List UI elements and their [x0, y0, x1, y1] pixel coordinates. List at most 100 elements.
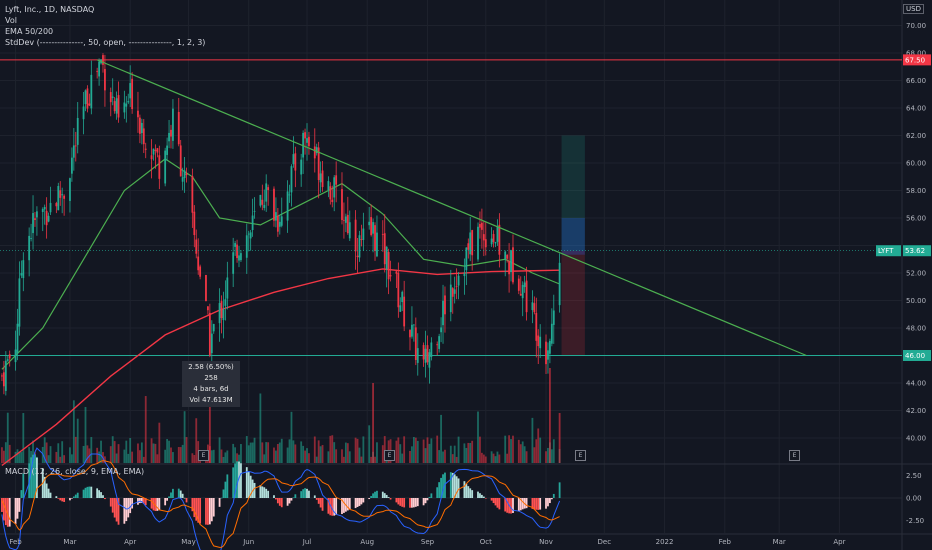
macd-histogram-bar: [399, 498, 402, 506]
candle-body: [548, 340, 551, 354]
candle-body: [207, 306, 209, 311]
earnings-badge[interactable]: E: [384, 450, 395, 461]
volume-bar: [4, 442, 7, 463]
volume-bar: [397, 437, 400, 463]
candle-body: [539, 336, 542, 349]
time-tick-label: Aug: [360, 538, 374, 546]
volume-bar: [142, 456, 145, 463]
volume-bar: [545, 451, 547, 463]
volume-bar: [152, 443, 155, 463]
candle-body: [455, 286, 458, 288]
price-tick-label: 50.00: [906, 297, 926, 305]
candle-body: [360, 239, 363, 241]
candle-body: [2, 372, 5, 387]
candle-body: [558, 262, 561, 306]
volume-bar: [113, 441, 116, 463]
candle-body: [144, 148, 147, 150]
macd-histogram-bar: [290, 498, 293, 501]
earnings-badge[interactable]: E: [575, 450, 586, 461]
macd-histogram-bar: [100, 492, 102, 498]
macd-histogram-bar: [14, 498, 17, 524]
macd-histogram-bar: [74, 494, 77, 498]
candle-body: [16, 323, 19, 354]
candle-body: [265, 183, 268, 202]
macd-histogram-bar: [552, 493, 555, 498]
candle-body: [156, 148, 159, 153]
volume-bar: [49, 446, 52, 463]
volume-bar: [479, 436, 481, 463]
volume-bar: [55, 451, 58, 463]
stop-zone: [561, 250, 585, 356]
currency-badge[interactable]: USD: [903, 4, 924, 14]
volume-bar: [220, 449, 223, 463]
macd-histogram-bar: [226, 474, 229, 498]
volume-bar: [170, 447, 172, 463]
macd-tick-label: 2.50: [906, 472, 922, 480]
candle-body: [521, 284, 524, 299]
macd-histogram-bar: [142, 498, 145, 504]
volume-bar: [306, 448, 308, 463]
volume-bar: [414, 437, 417, 463]
volume-bar: [484, 456, 487, 463]
candle-body: [238, 255, 240, 261]
candle-body: [28, 235, 31, 261]
volume-bar: [467, 442, 470, 463]
macd-histogram-bar: [55, 496, 58, 498]
volume-bar: [362, 436, 365, 463]
macd-histogram-bar: [335, 498, 338, 515]
macd-histogram-bar: [144, 498, 147, 506]
macd-histogram-bar: [236, 461, 238, 498]
earnings-badge[interactable]: E: [789, 450, 800, 461]
volume-bar: [548, 368, 551, 463]
candle-body: [354, 219, 357, 252]
macd-histogram-bar: [477, 491, 479, 498]
macd-histogram-bar: [354, 498, 357, 509]
earnings-badge[interactable]: E: [198, 450, 209, 461]
volume-bar: [69, 447, 71, 463]
candle-body: [453, 289, 456, 294]
macd-histogram-bar: [438, 482, 441, 498]
volume-bar: [96, 447, 99, 463]
candle-body: [261, 199, 264, 205]
volume-bar: [300, 441, 303, 463]
candle-body: [236, 244, 238, 259]
candle-body: [179, 145, 182, 177]
volume-bar: [280, 438, 283, 463]
macd-histogram-bar: [45, 483, 48, 498]
macd-histogram-bar: [98, 490, 100, 498]
candle-body: [267, 187, 270, 191]
macd-histogram-bar: [69, 498, 71, 501]
volume-bar: [195, 418, 198, 463]
volume-bar: [18, 451, 21, 463]
candle-body: [498, 224, 501, 255]
price-tick-label: 48.00: [906, 325, 926, 333]
candle-body: [183, 170, 186, 179]
macd-histogram-bar: [440, 477, 442, 498]
macd-histogram-bar: [286, 498, 289, 506]
volume-bar: [63, 455, 66, 463]
tooltip-volume: Vol 47.613M: [189, 396, 233, 404]
macd-histogram-bar: [451, 472, 454, 498]
macd-histogram-bar: [482, 496, 485, 498]
candle-body: [482, 234, 485, 241]
volume-bar: [508, 435, 510, 463]
volume-bar: [327, 451, 330, 463]
candle-body: [276, 215, 279, 232]
macd-histogram-bar: [362, 498, 365, 503]
volume-bar: [191, 453, 194, 463]
macd-histogram-bar: [519, 498, 522, 511]
macd-histogram-bar: [333, 498, 336, 516]
macd-histogram-bar: [422, 498, 425, 506]
candle-body: [479, 224, 481, 228]
macd-histogram-bar: [403, 498, 406, 508]
volume-bar: [28, 447, 31, 463]
macd-histogram-bar: [234, 463, 237, 498]
candle-body: [321, 170, 324, 188]
candle-body: [490, 238, 493, 245]
macd-histogram-bar: [319, 498, 322, 508]
macd-histogram-bar: [113, 498, 116, 518]
level-price-label: [903, 54, 931, 66]
volume-bar: [457, 436, 460, 463]
volume-bar: [47, 455, 50, 463]
